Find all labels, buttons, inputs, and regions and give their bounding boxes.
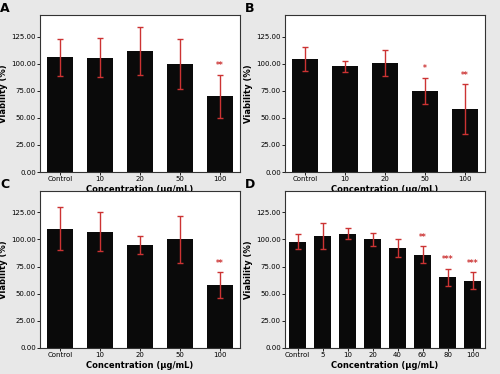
- Text: **: **: [216, 259, 224, 268]
- Bar: [372, 63, 398, 172]
- Y-axis label: Viability (%): Viability (%): [0, 64, 8, 123]
- Bar: [207, 285, 233, 348]
- Text: **: **: [461, 71, 469, 80]
- X-axis label: Concentration (µg/mL): Concentration (µg/mL): [86, 361, 194, 370]
- Bar: [390, 248, 406, 348]
- Bar: [167, 64, 193, 172]
- Bar: [290, 242, 306, 348]
- Bar: [47, 229, 73, 348]
- Text: C: C: [0, 178, 9, 191]
- Bar: [87, 58, 113, 172]
- Text: ***: ***: [466, 259, 478, 268]
- Bar: [332, 67, 358, 172]
- Bar: [127, 245, 153, 348]
- Text: **: **: [418, 233, 426, 242]
- Bar: [167, 239, 193, 348]
- Bar: [464, 280, 480, 348]
- Text: D: D: [245, 178, 256, 191]
- Bar: [127, 51, 153, 172]
- Bar: [412, 91, 438, 172]
- Bar: [47, 57, 73, 172]
- Bar: [292, 59, 318, 172]
- Bar: [440, 278, 456, 348]
- Text: B: B: [245, 2, 254, 15]
- Text: ***: ***: [442, 255, 454, 264]
- Text: A: A: [0, 2, 10, 15]
- Bar: [452, 109, 478, 172]
- X-axis label: Concentration (µg/mL): Concentration (µg/mL): [86, 185, 194, 194]
- Bar: [207, 96, 233, 172]
- Text: **: **: [216, 61, 224, 70]
- Y-axis label: Viability (%): Viability (%): [0, 240, 8, 298]
- Bar: [340, 233, 355, 348]
- Bar: [414, 255, 430, 348]
- Bar: [87, 232, 113, 348]
- X-axis label: Concentration (µg/mL): Concentration (µg/mL): [332, 185, 438, 194]
- Bar: [364, 239, 380, 348]
- Y-axis label: Viability (%): Viability (%): [244, 240, 254, 298]
- Text: *: *: [423, 64, 427, 73]
- X-axis label: Concentration (µg/mL): Concentration (µg/mL): [332, 361, 438, 370]
- Bar: [314, 236, 330, 348]
- Y-axis label: Viability (%): Viability (%): [244, 64, 254, 123]
